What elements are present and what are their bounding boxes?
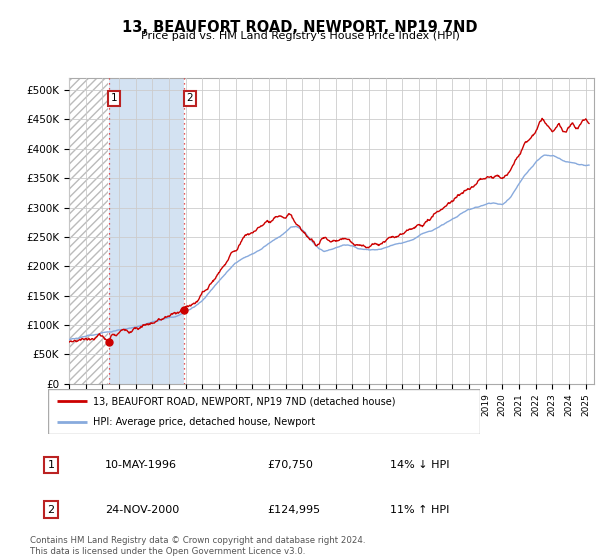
Bar (69, 78, 109, 384)
Bar (109, 78, 184, 384)
Text: £70,750: £70,750 (267, 460, 313, 470)
Text: 13, BEAUFORT ROAD, NEWPORT, NP19 7ND: 13, BEAUFORT ROAD, NEWPORT, NP19 7ND (122, 20, 478, 35)
Text: 1: 1 (111, 93, 118, 103)
Text: 24-NOV-2000: 24-NOV-2000 (105, 505, 179, 515)
Text: 1: 1 (47, 460, 55, 470)
Text: 14% ↓ HPI: 14% ↓ HPI (390, 460, 449, 470)
Text: 11% ↑ HPI: 11% ↑ HPI (390, 505, 449, 515)
Text: Price paid vs. HM Land Registry's House Price Index (HPI): Price paid vs. HM Land Registry's House … (140, 31, 460, 41)
Text: HPI: Average price, detached house, Newport: HPI: Average price, detached house, Newp… (94, 417, 316, 427)
Text: £124,995: £124,995 (267, 505, 320, 515)
Text: 10-MAY-1996: 10-MAY-1996 (105, 460, 177, 470)
Text: Contains HM Land Registry data © Crown copyright and database right 2024.
This d: Contains HM Land Registry data © Crown c… (30, 536, 365, 556)
FancyBboxPatch shape (48, 389, 480, 434)
Text: 2: 2 (187, 93, 193, 103)
Text: 2: 2 (47, 505, 55, 515)
Text: 13, BEAUFORT ROAD, NEWPORT, NP19 7ND (detached house): 13, BEAUFORT ROAD, NEWPORT, NP19 7ND (de… (94, 396, 396, 407)
